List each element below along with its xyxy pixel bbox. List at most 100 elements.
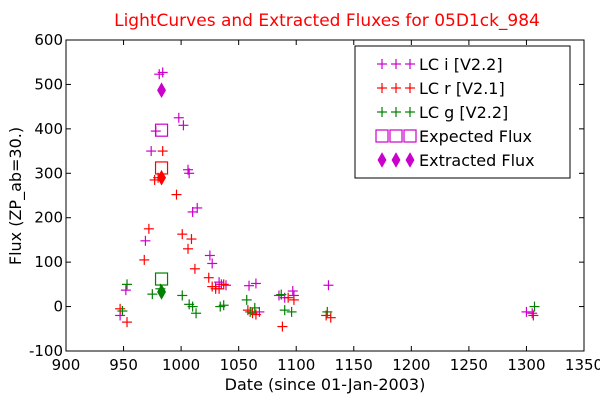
data-point: [140, 235, 151, 246]
legend-marker: [391, 83, 401, 93]
data-point: [117, 306, 128, 317]
y-axis: -100 0 100 200 300 400 500 600: [29, 31, 584, 360]
data-point: [529, 301, 540, 312]
data-point: [218, 279, 229, 290]
data-point: [147, 289, 158, 300]
data-point: [115, 303, 126, 314]
data-point: [177, 290, 188, 301]
x-tick-label: 1200: [392, 356, 430, 374]
legend-marker: [405, 107, 415, 117]
legend-entry: Extracted Flux: [377, 151, 535, 170]
data-point: [157, 284, 167, 300]
y-tick-label: 300: [34, 164, 63, 182]
legend-label: Extracted Flux: [419, 151, 535, 170]
data-point: [277, 321, 288, 332]
legend-marker: [377, 107, 387, 117]
data-point: [157, 146, 168, 157]
data-point: [528, 310, 539, 321]
data-point: [214, 283, 225, 294]
data-point: [122, 279, 133, 290]
x-axis-label: Date (since 01-Jan-2003): [225, 375, 426, 394]
legend-marker: [405, 83, 415, 93]
x-tick-label: 1350: [565, 356, 600, 374]
data-point: [207, 258, 218, 269]
data-point: [279, 305, 290, 316]
data-point: [323, 280, 334, 291]
data-point: [157, 67, 168, 78]
x-tick-label: 1050: [220, 356, 258, 374]
data-point: [186, 234, 197, 245]
data-point: [187, 301, 198, 312]
y-tick-label: 200: [34, 209, 63, 227]
legend-marker: [389, 129, 403, 143]
legend-marker: [391, 152, 401, 168]
legend-label: LC i [V2.2]: [419, 55, 503, 74]
legend-marker: [375, 129, 389, 143]
data-point: [283, 292, 294, 303]
chart-title: LightCurves and Extracted Fluxes for 05D…: [114, 11, 540, 31]
x-tick-label: 1300: [507, 356, 545, 374]
legend-label: LC r [V2.1]: [419, 79, 505, 98]
legend-marker: [405, 152, 415, 168]
y-tick-label: 500: [34, 75, 63, 93]
data-point: [288, 294, 299, 305]
legend-entry: Expected Flux: [375, 127, 532, 146]
x-tick-label: 1250: [450, 356, 488, 374]
x-tick-label: 1100: [277, 356, 315, 374]
data-point: [178, 120, 189, 131]
series-4: [157, 82, 167, 300]
data-point: [173, 112, 184, 123]
data-point: [273, 290, 284, 301]
series-layer: [115, 67, 540, 332]
legend-label: Expected Flux: [419, 127, 532, 146]
data-point: [322, 306, 333, 317]
legend: LC i [V2.2] LC r [V2.1] LC g [V2.2] Expecte…: [354, 45, 571, 179]
y-tick-label: 400: [34, 120, 63, 138]
data-point: [171, 189, 182, 200]
legend-marker: [391, 59, 401, 69]
data-point: [241, 294, 252, 305]
data-point: [139, 254, 150, 265]
data-point: [189, 263, 200, 274]
data-point: [204, 250, 215, 261]
data-point: [203, 272, 214, 283]
x-tick-label: 1000: [162, 356, 200, 374]
legend-marker: [405, 59, 415, 69]
data-point: [191, 308, 202, 319]
data-point: [187, 206, 198, 217]
data-point: [527, 308, 538, 319]
legend-label: LC g [V2.2]: [419, 103, 508, 122]
data-point: [192, 202, 203, 213]
data-point: [250, 278, 261, 289]
data-point: [245, 306, 256, 317]
x-tick-label: 900: [52, 356, 81, 374]
data-point: [183, 243, 194, 254]
legend-entry: LC r [V2.1]: [377, 79, 505, 98]
data-point: [143, 223, 154, 234]
data-point: [244, 280, 255, 291]
data-point: [287, 286, 298, 297]
data-point: [521, 306, 532, 317]
legend-entry: LC i [V2.2]: [377, 55, 503, 74]
legend-entry: LC g [V2.2]: [377, 103, 508, 122]
legend-marker: [403, 129, 417, 143]
data-point: [249, 302, 260, 313]
data-point: [325, 312, 336, 323]
data-point: [122, 317, 133, 328]
x-tick-label: 1150: [335, 356, 373, 374]
data-point: [157, 169, 167, 186]
legend-box: [354, 45, 571, 179]
data-point: [154, 123, 169, 137]
data-point: [218, 300, 229, 311]
y-tick-label: 0: [53, 298, 63, 316]
legend-marker: [391, 107, 401, 117]
x-tick-label: 950: [109, 356, 138, 374]
y-tick-label: 100: [34, 253, 63, 271]
y-axis-label: Flux (ZP_ab=30.): [6, 127, 26, 265]
data-point: [250, 309, 261, 320]
legend-marker: [377, 83, 387, 93]
data-point: [177, 229, 188, 240]
data-point: [157, 82, 167, 99]
x-axis: 900 950 1000 1050 1100 1150 1200 1250 1300 1350: [52, 40, 600, 374]
